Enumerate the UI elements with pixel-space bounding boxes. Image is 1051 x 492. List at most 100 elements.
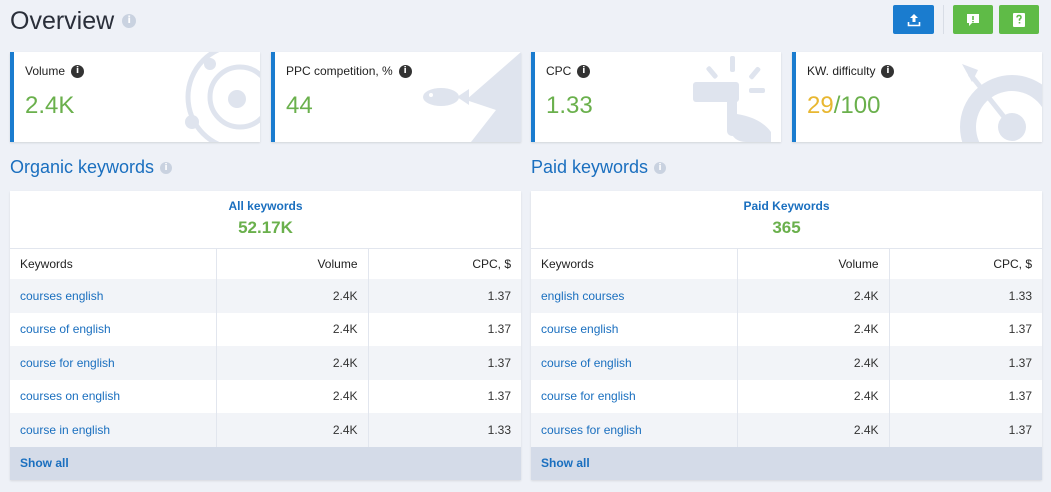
volume-cell: 2.4K bbox=[737, 346, 890, 380]
kw-difficulty-label-row: KW. difficulty i bbox=[807, 64, 895, 78]
volume-card-label-row: Volume i bbox=[25, 64, 85, 78]
page-header: Overview i bbox=[10, 4, 137, 38]
volume-cell: 2.4K bbox=[737, 279, 890, 313]
cpc-cell: 1.37 bbox=[889, 413, 1042, 447]
keyword-link[interactable]: courses for english bbox=[531, 413, 738, 447]
ppc-label: PPC competition, % bbox=[286, 64, 393, 78]
cpc-cell: 1.37 bbox=[889, 346, 1042, 380]
cpc-cell: 1.37 bbox=[487, 389, 511, 404]
column-header-keywords[interactable]: Keywords bbox=[10, 249, 217, 279]
keyword-link[interactable]: course for english bbox=[531, 379, 738, 413]
cpc-cell: 1.37 bbox=[1008, 322, 1032, 337]
table-row: course english 2.4K 1.37 bbox=[531, 312, 1042, 346]
table-row: course for english 2.4K 1.37 bbox=[10, 346, 521, 380]
question-book-icon bbox=[1013, 12, 1025, 27]
keyword-link[interactable]: course for english bbox=[10, 346, 217, 380]
table-row: english courses 2.4K 1.33 bbox=[531, 279, 1042, 313]
table-row: course of english 2.4K 1.37 bbox=[531, 346, 1042, 380]
kw-difficulty-value: 29/100 bbox=[807, 92, 880, 120]
cpc-cell: 1.37 bbox=[487, 322, 511, 337]
volume-cell: 2.4K bbox=[216, 279, 369, 313]
volume-card: Volume i 2.4K bbox=[10, 52, 260, 142]
column-header-volume[interactable]: Volume bbox=[737, 249, 890, 279]
kw-difficulty-score: 29 bbox=[807, 92, 834, 119]
paid-keywords-count: 365 bbox=[772, 218, 801, 237]
table-row: courses on english 2.4K 1.37 bbox=[10, 379, 521, 413]
cpc-cell: 1.37 bbox=[1008, 389, 1032, 404]
page-title: Overview bbox=[10, 6, 115, 35]
cpc-cell: 1.33 bbox=[368, 413, 521, 447]
organic-summary: All keywords 52.17K bbox=[10, 191, 521, 249]
ppc-card-label-row: PPC competition, % i bbox=[286, 64, 412, 78]
column-header-cpc[interactable]: CPC, $ bbox=[993, 257, 1032, 271]
cpc-card-label-row: CPC i bbox=[546, 64, 591, 78]
paid-keywords-heading: Paid keywords i bbox=[531, 157, 667, 178]
keyword-link[interactable]: english courses bbox=[531, 279, 738, 313]
keyword-link[interactable]: course of english bbox=[531, 346, 738, 380]
volume-cell: 2.4K bbox=[737, 413, 890, 447]
cpc-label: CPC bbox=[546, 64, 572, 78]
exclamation-comment-icon bbox=[967, 13, 979, 26]
cpc-card: CPC i 1.33 bbox=[531, 52, 781, 142]
cpc-value: 1.33 bbox=[546, 92, 593, 119]
volume-cell: 2.4K bbox=[737, 312, 890, 346]
keyword-link[interactable]: course of english bbox=[10, 312, 217, 346]
info-icon[interactable]: i bbox=[71, 64, 85, 78]
cpc-cell: 1.33 bbox=[889, 279, 1042, 313]
info-icon[interactable]: i bbox=[654, 161, 667, 174]
kw-difficulty-label: KW. difficulty bbox=[807, 64, 876, 78]
table-header-row: Keywords Volume CPC, $ bbox=[531, 249, 1042, 279]
feedback-button[interactable] bbox=[953, 5, 993, 34]
paid-keywords-table: Keywords Volume CPC, $ english courses 2… bbox=[531, 249, 1042, 447]
cpc-cell: 1.37 bbox=[368, 279, 521, 313]
info-icon[interactable]: i bbox=[398, 64, 412, 78]
kw-difficulty-max: /100 bbox=[833, 92, 881, 119]
table-row: course for english 2.4K 1.37 bbox=[531, 379, 1042, 413]
volume-cell: 2.4K bbox=[216, 413, 369, 447]
show-all-link[interactable]: Show all bbox=[531, 446, 1042, 480]
volume-cell: 2.4K bbox=[737, 379, 890, 413]
orbit-icon bbox=[185, 52, 260, 142]
organic-keywords-title: Organic keywords bbox=[10, 157, 155, 177]
table-header-row: Keywords Volume CPC, $ bbox=[10, 249, 521, 279]
info-icon[interactable]: i bbox=[160, 161, 173, 174]
keyword-link[interactable]: courses english bbox=[10, 279, 217, 313]
ppc-competition-card: PPC competition, % i 44 bbox=[271, 52, 521, 142]
table-row: courses for english 2.4K 1.37 bbox=[531, 413, 1042, 447]
table-row: courses english 2.4K 1.37 bbox=[10, 279, 521, 313]
fish-icon bbox=[423, 52, 521, 142]
volume-cell: 2.4K bbox=[216, 346, 369, 380]
help-button[interactable] bbox=[999, 5, 1039, 34]
metric-cards: Volume i 2.4K PPC competition, % i 44 CP… bbox=[10, 52, 1042, 142]
action-toolbar bbox=[893, 5, 1039, 34]
table-row: course in english 2.4K 1.33 bbox=[10, 413, 521, 447]
volume-cell: 2.4K bbox=[216, 312, 369, 346]
show-all-link[interactable]: Show all bbox=[10, 446, 521, 480]
volume-cell: 2.4K bbox=[216, 379, 369, 413]
keyword-link[interactable]: course in english bbox=[10, 413, 217, 447]
column-header-keywords[interactable]: Keywords bbox=[531, 249, 738, 279]
table-row: course of english 2.4K 1.37 bbox=[10, 312, 521, 346]
keyword-link[interactable]: course english bbox=[531, 312, 738, 346]
ppc-value: 44 bbox=[286, 92, 313, 119]
volume-label: Volume bbox=[25, 64, 66, 78]
column-header-volume[interactable]: Volume bbox=[216, 249, 369, 279]
info-icon[interactable]: i bbox=[881, 64, 895, 78]
organic-keywords-table: Keywords Volume CPC, $ courses english 2… bbox=[10, 249, 521, 447]
paid-keywords-panel: Paid Keywords 365 Keywords Volume CPC, $… bbox=[531, 191, 1042, 480]
info-icon[interactable]: i bbox=[122, 14, 137, 28]
all-keywords-link[interactable]: All keywords bbox=[228, 199, 303, 213]
info-icon[interactable]: i bbox=[577, 64, 591, 78]
organic-keywords-heading: Organic keywords i bbox=[10, 157, 173, 178]
toolbar-divider bbox=[943, 5, 944, 34]
paid-keywords-title: Paid keywords bbox=[531, 157, 649, 177]
click-hand-icon bbox=[693, 56, 771, 142]
target-arrow-icon bbox=[960, 64, 1042, 142]
keyword-link[interactable]: courses on english bbox=[10, 379, 217, 413]
export-button[interactable] bbox=[893, 5, 934, 34]
column-header-cpc[interactable]: CPC, $ bbox=[472, 257, 511, 271]
paid-keywords-link[interactable]: Paid Keywords bbox=[743, 199, 830, 213]
paid-summary: Paid Keywords 365 bbox=[531, 191, 1042, 249]
kw-difficulty-card: KW. difficulty i 29/100 bbox=[792, 52, 1042, 142]
upload-icon bbox=[907, 13, 920, 26]
